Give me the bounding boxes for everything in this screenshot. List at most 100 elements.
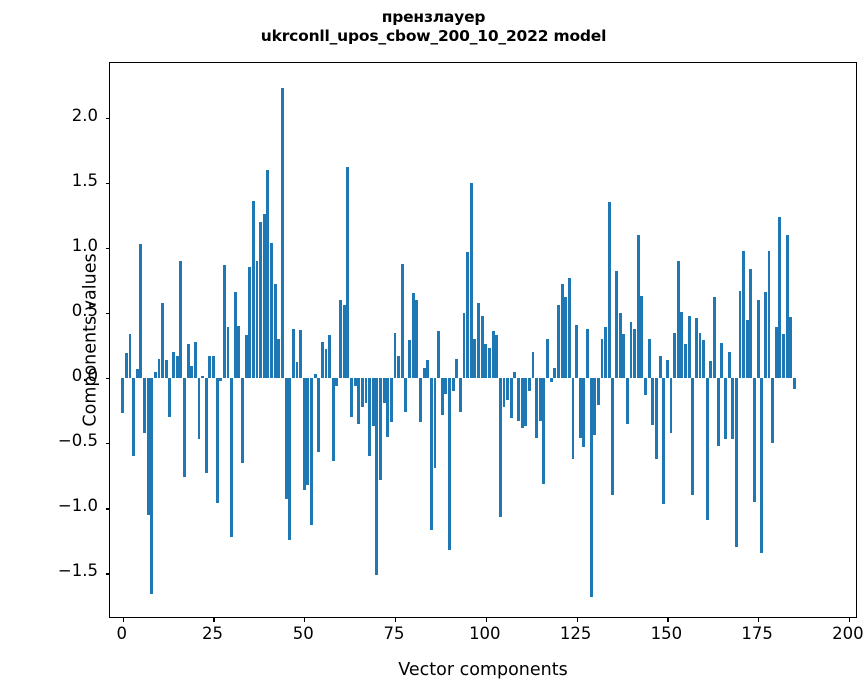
bar [484, 344, 488, 379]
bar [411, 293, 415, 379]
bar [128, 333, 132, 379]
bar [578, 378, 582, 438]
bar [549, 378, 553, 383]
bar [538, 378, 542, 422]
bar [669, 378, 673, 433]
bar [281, 87, 284, 379]
bar [636, 234, 640, 379]
bar [161, 302, 165, 379]
bar [655, 378, 658, 459]
bar [662, 378, 666, 505]
bar [495, 335, 499, 379]
bar [753, 378, 756, 502]
y-tick-label: −0.5 [57, 431, 98, 451]
y-tick-mark [105, 247, 110, 250]
bar [270, 242, 274, 379]
bar [422, 367, 426, 379]
x-tick-mark [304, 617, 306, 622]
bar [684, 344, 687, 379]
bar [694, 318, 698, 379]
bar [448, 378, 451, 550]
bar [335, 378, 339, 386]
bar [400, 263, 404, 379]
bar [702, 340, 706, 379]
bar [469, 182, 473, 379]
bar [208, 355, 212, 379]
bar [676, 260, 680, 379]
bar [633, 328, 637, 379]
bar [255, 260, 259, 379]
bar [615, 271, 618, 379]
bar [763, 292, 767, 379]
bar [382, 378, 386, 403]
bar [172, 352, 175, 379]
bar [789, 316, 793, 379]
chart-title: прензлауер ukrconll_upos_cbow_200_10_202… [0, 8, 867, 46]
y-tick-label: 0.0 [71, 366, 98, 386]
bar [324, 349, 328, 379]
bar [248, 267, 252, 379]
bar [350, 378, 353, 418]
bar [426, 359, 430, 379]
bar [193, 341, 197, 379]
bar [531, 352, 535, 379]
bar [586, 328, 589, 379]
bar [691, 378, 695, 496]
bar [262, 214, 266, 379]
bar [647, 339, 651, 379]
bar [143, 378, 146, 433]
bar [357, 378, 361, 424]
bar [785, 234, 789, 379]
bar [778, 216, 782, 379]
bar [360, 378, 364, 407]
bar [589, 378, 593, 597]
bar [226, 327, 230, 379]
bar [204, 378, 208, 474]
bar [433, 378, 437, 468]
bar [756, 299, 760, 379]
x-tick-label: 50 [292, 624, 314, 643]
bar [295, 362, 299, 379]
bar [342, 305, 346, 379]
bar [313, 374, 317, 379]
y-tick-label: −1.0 [57, 496, 98, 516]
bar [135, 368, 139, 379]
bar [687, 315, 691, 379]
bar [219, 378, 223, 381]
bar [168, 378, 172, 418]
bar [124, 353, 128, 379]
bar [665, 359, 669, 379]
bar [302, 378, 306, 491]
bar [371, 378, 375, 427]
bar [745, 319, 749, 379]
bar [222, 264, 226, 379]
bar [498, 378, 502, 518]
bar [527, 378, 531, 392]
bar [716, 378, 720, 446]
chart-title-line-1: прензлауер [381, 8, 486, 26]
x-tick-mark [122, 617, 124, 622]
y-tick-label: 1.5 [71, 170, 98, 190]
bar [339, 299, 342, 379]
bar [734, 378, 738, 548]
bar [793, 378, 796, 389]
y-axis-label: Components values [80, 253, 101, 427]
bar [353, 378, 357, 386]
bar [771, 378, 775, 444]
bar [415, 299, 419, 379]
x-tick-mark [758, 617, 760, 622]
bar [320, 341, 324, 379]
y-tick-mark [105, 378, 110, 380]
bar [153, 371, 157, 379]
bar [709, 361, 713, 379]
bar [542, 378, 546, 484]
bar [437, 331, 441, 379]
bar [520, 378, 524, 428]
bar [640, 296, 644, 379]
bar [658, 355, 662, 379]
bar [731, 378, 735, 440]
bar [386, 378, 390, 437]
bar [389, 378, 393, 423]
bar [212, 355, 215, 379]
